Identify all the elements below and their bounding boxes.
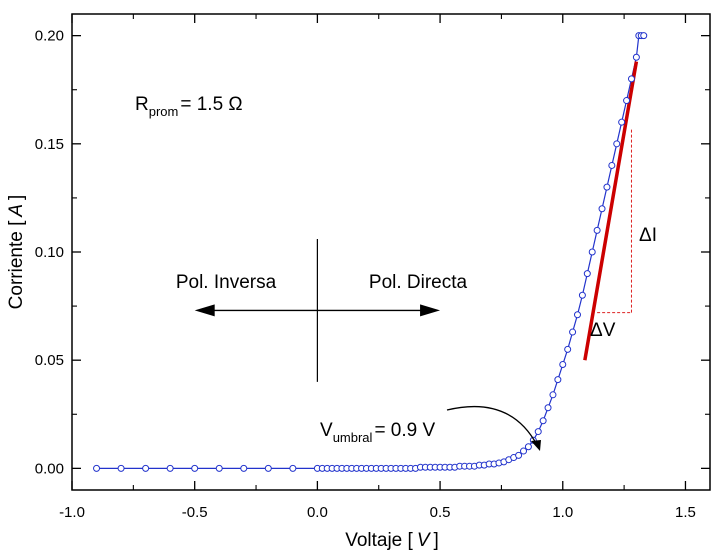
r-prom-value: = 1.5 Ω xyxy=(180,94,242,115)
x-tick-label: 0.0 xyxy=(307,504,328,521)
data-point xyxy=(544,404,552,412)
data-point xyxy=(240,464,248,472)
data-point xyxy=(564,345,572,353)
data-point xyxy=(578,291,586,299)
delta-v-label: ΔV xyxy=(590,320,616,341)
data-point xyxy=(524,443,532,451)
delta-i-label: ΔI xyxy=(639,225,657,246)
y-tick-label: 0.05 xyxy=(35,352,64,369)
y-axis-label-end: ] xyxy=(6,195,27,200)
plot-border xyxy=(71,13,711,491)
data-point xyxy=(520,447,528,455)
series-polyline xyxy=(96,35,644,469)
data-point xyxy=(215,464,223,472)
x-tick-label: 1.5 xyxy=(675,504,696,521)
y-tick-label: 0.10 xyxy=(35,244,64,261)
data-point xyxy=(117,464,125,472)
tick-labels: -1.0 -0.5 0.0 0.5 1.0 1.5 0.00 0.05 0.10 0.15 0.20 xyxy=(35,28,696,521)
r-prom-annotation: Rprom = 1.5 Ω xyxy=(135,94,243,119)
data-point xyxy=(613,140,621,148)
data-point xyxy=(515,451,523,459)
data-point xyxy=(559,361,567,369)
r-prom-subscript: prom xyxy=(149,104,179,119)
plot-frame xyxy=(71,13,711,491)
data-point xyxy=(191,464,199,472)
data-point xyxy=(166,464,174,472)
y-tick-label: 0.15 xyxy=(35,136,64,153)
axis-ticks xyxy=(71,14,710,490)
data-point xyxy=(569,328,577,336)
data-point xyxy=(593,226,601,234)
x-axis-label-end: ] xyxy=(434,530,439,551)
y-axis-unit: A xyxy=(6,204,27,218)
series-line xyxy=(96,35,644,469)
data-point xyxy=(588,248,596,256)
polarity-cross xyxy=(194,239,441,382)
r-prom-symbol: R xyxy=(135,94,149,115)
v-umbral-subscript: umbral xyxy=(333,430,373,445)
x-axis-unit: V xyxy=(417,530,432,551)
slope-triangle xyxy=(597,128,632,314)
data-point xyxy=(598,205,606,213)
data-point xyxy=(608,161,616,169)
data-point xyxy=(618,118,626,126)
data-point xyxy=(627,75,635,83)
v-umbral-symbol: V xyxy=(320,420,333,441)
y-tick-label: 0.00 xyxy=(35,460,64,477)
arrow-right-head xyxy=(420,304,441,317)
x-axis-label: Voltaje [V] xyxy=(345,530,439,551)
y-tick-label: 0.20 xyxy=(35,28,64,45)
data-point xyxy=(289,464,297,472)
x-tick-label: -0.5 xyxy=(182,504,208,521)
pol-directa-label: Pol. Directa xyxy=(369,272,468,293)
data-point xyxy=(539,417,547,425)
fit-line xyxy=(583,61,639,361)
v-umbral-arrowhead xyxy=(531,440,541,451)
data-point xyxy=(573,311,581,319)
data-point xyxy=(640,32,648,40)
x-tick-label: -1.0 xyxy=(59,504,85,521)
v-umbral-value: = 0.9 V xyxy=(374,420,435,441)
fit-line-group xyxy=(583,61,639,361)
data-point xyxy=(534,428,542,436)
data-point xyxy=(142,464,150,472)
x-tick-label: 1.0 xyxy=(552,504,573,521)
y-axis-label: Corriente [A] xyxy=(6,195,27,310)
pol-inversa-label: Pol. Inversa xyxy=(176,272,277,293)
data-point xyxy=(583,270,591,278)
arrow-left-head xyxy=(194,304,215,317)
data-point xyxy=(93,464,101,472)
v-umbral-annotation: Vumbral = 0.9 V xyxy=(320,420,436,445)
data-point xyxy=(264,464,272,472)
v-umbral-arrow xyxy=(446,406,538,446)
x-tick-label: 0.5 xyxy=(430,504,451,521)
data-point xyxy=(603,183,611,191)
data-point xyxy=(623,97,631,105)
data-point xyxy=(632,53,640,61)
data-point xyxy=(554,376,562,384)
data-points xyxy=(93,32,648,472)
data-point xyxy=(549,391,557,399)
